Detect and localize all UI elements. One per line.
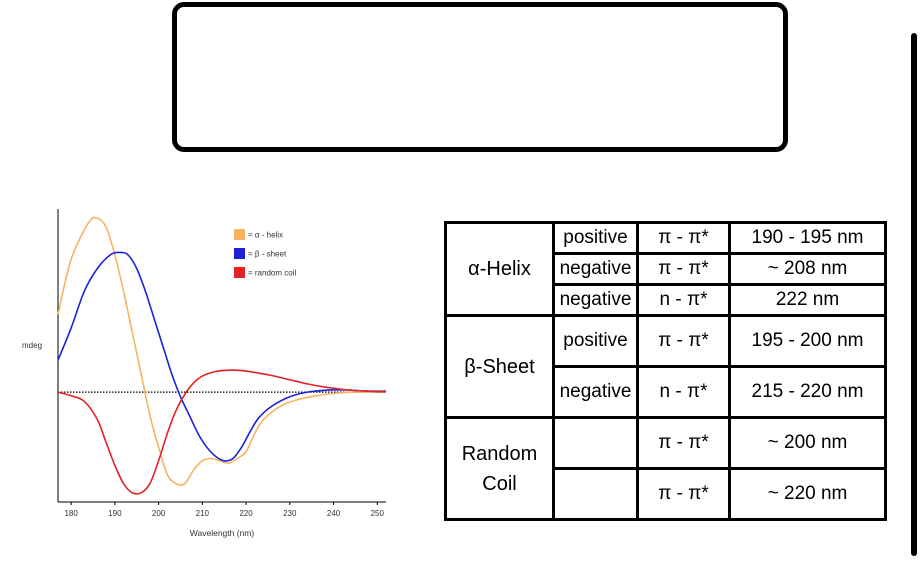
transition-cell: π - π* bbox=[636, 252, 731, 286]
legend-label: = β - sheet bbox=[248, 250, 287, 259]
structure-random-line1: Random bbox=[461, 442, 538, 465]
table-row: π - π* ~ 220 nm bbox=[446, 467, 887, 521]
x-tick-label: 250 bbox=[371, 509, 385, 518]
series-line-0 bbox=[57, 216, 386, 486]
wavelength-cell: 195 - 200 nm bbox=[728, 314, 887, 368]
wavelength-cell: ~ 208 nm bbox=[728, 252, 887, 286]
x-tick-label: 180 bbox=[64, 509, 78, 518]
structure-alpha-helix: α-Helix bbox=[444, 221, 555, 317]
wavelength-cell: 222 nm bbox=[728, 283, 887, 317]
wavelength-cell: ~ 220 nm bbox=[728, 467, 887, 521]
cd-band-table: α-Helix positive π - π* 190 - 195 nm neg… bbox=[444, 221, 887, 521]
table-row: negative n - π* 215 - 220 nm bbox=[446, 365, 887, 419]
legend-swatch bbox=[234, 248, 245, 259]
x-tick-label: 200 bbox=[152, 509, 166, 518]
sign-cell: positive bbox=[552, 221, 639, 255]
cd-spectrum-svg: 180 190 200 210 220 230 240 250 Wavelength (nm) m… bbox=[22, 209, 387, 538]
transition-cell: π - π* bbox=[636, 221, 731, 255]
wavelength-cell: ~ 200 nm bbox=[728, 416, 887, 470]
legend-swatch bbox=[234, 229, 245, 240]
sign-cell: negative bbox=[552, 283, 639, 317]
transition-cell: π - π* bbox=[636, 314, 731, 368]
x-tick-label: 220 bbox=[239, 509, 253, 518]
legend-label: = random coil bbox=[248, 269, 296, 278]
x-axis-label: Wavelength (nm) bbox=[190, 528, 255, 538]
series-line-1 bbox=[57, 251, 387, 462]
legend-swatch bbox=[234, 267, 245, 278]
sign-cell: negative bbox=[552, 252, 639, 286]
x-tick-label: 190 bbox=[108, 509, 122, 518]
x-tick-label: 230 bbox=[283, 509, 297, 518]
sign-cell bbox=[552, 467, 639, 521]
right-edge-bar bbox=[911, 33, 917, 556]
y-axis-label: mdeg bbox=[22, 341, 42, 350]
table-row: negative n - π* 222 nm bbox=[446, 283, 887, 317]
table-row: negative π - π* ~ 208 nm bbox=[446, 252, 887, 286]
wavelength-cell: 215 - 220 nm bbox=[728, 365, 887, 419]
structure-random-line2: Coil bbox=[482, 472, 517, 495]
transition-cell: π - π* bbox=[636, 467, 731, 521]
series-line-2 bbox=[57, 369, 387, 495]
table-row: β-Sheet positive π - π* 195 - 200 nm bbox=[444, 314, 887, 419]
table-row: α-Helix positive π - π* 190 - 195 nm bbox=[444, 221, 887, 317]
x-tick-label: 240 bbox=[327, 509, 341, 518]
structure-random-coil: Random Coil bbox=[444, 416, 555, 521]
legend-label: = α - helix bbox=[248, 231, 283, 240]
sign-cell: positive bbox=[552, 314, 639, 368]
sign-cell bbox=[552, 416, 639, 470]
transition-cell: π - π* bbox=[636, 416, 731, 470]
cd-spectrum-chart: 180 190 200 210 220 230 240 250 Wavelength (nm) m… bbox=[0, 195, 400, 555]
sign-cell: negative bbox=[552, 365, 639, 419]
transition-cell: n - π* bbox=[636, 283, 731, 317]
wavelength-cell: 190 - 195 nm bbox=[728, 221, 887, 255]
table-row: Random Coil π - π* ~ 200 nm bbox=[444, 416, 887, 521]
x-tick-label: 210 bbox=[196, 509, 210, 518]
structure-beta-sheet: β-Sheet bbox=[444, 314, 555, 419]
transition-cell: n - π* bbox=[636, 365, 731, 419]
title-box bbox=[172, 2, 788, 152]
